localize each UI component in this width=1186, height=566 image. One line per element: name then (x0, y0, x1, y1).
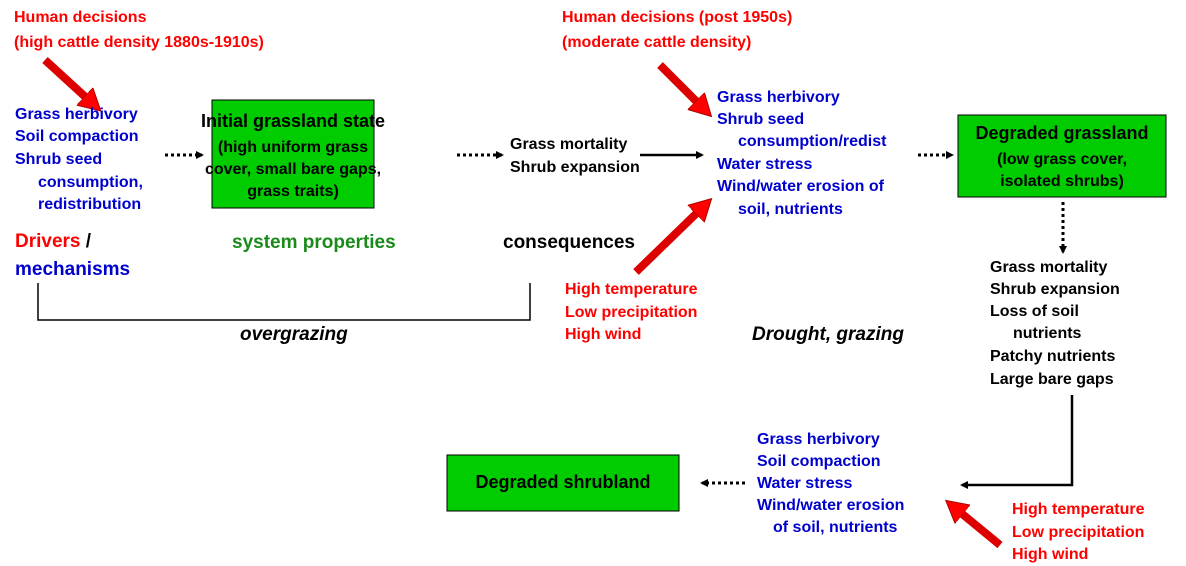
arrows (37, 57, 1074, 549)
box-title: Degraded shrubland (475, 472, 650, 492)
driver-label: (high cattle density 1880s-1910s) (14, 34, 264, 51)
mechanism: Grass herbivory (15, 106, 138, 123)
driver-label: Human decisions (post 1950s) (562, 9, 792, 26)
driver-label: (moderate cattle density) (562, 34, 751, 51)
mechanism: Soil compaction (15, 128, 139, 145)
box-title: Degraded grassland (975, 123, 1148, 143)
consequence: Grass mortality (510, 136, 627, 153)
process-label: Drought, grazing (752, 324, 904, 345)
box-title: Initial grassland state (201, 111, 385, 131)
bracket (37, 283, 531, 321)
drivers: Drivers (15, 231, 81, 252)
mechanism: Wind/water erosion of (717, 178, 885, 195)
driver-label: Human decisions (14, 9, 147, 26)
red-arrow (42, 57, 92, 103)
box-text: grass traits) (247, 183, 339, 200)
legend-label: system properties (232, 232, 396, 253)
red-arrow (657, 62, 703, 108)
consequence: Loss of soil (990, 303, 1079, 320)
red-arrow (955, 508, 1003, 549)
process-label: overgrazing (240, 324, 348, 345)
consequence: Patchy nutrients (990, 348, 1115, 365)
slash: / (81, 231, 92, 252)
box-text: (high uniform grass (218, 139, 368, 156)
red-arrow (633, 207, 703, 275)
mechanism: consumption/redist (738, 133, 887, 150)
mechanism: Grass herbivory (717, 89, 840, 106)
mechanism: Grass herbivory (757, 431, 880, 448)
consequence: Shrub expansion (990, 281, 1120, 298)
mechanism: Wind/water erosion (757, 497, 904, 514)
mechanism: soil, nutrients (738, 201, 843, 218)
box-text: cover, small bare gaps, (205, 161, 381, 178)
mechanism: consumption, (38, 174, 143, 191)
climate-driver: Low precipitation (1012, 524, 1144, 541)
consequence: nutrients (1013, 325, 1082, 342)
consequence: Grass mortality (990, 259, 1107, 276)
box-text: isolated shrubs) (1000, 173, 1124, 190)
mechanism: Shrub seed (15, 151, 102, 168)
mechanism: Water stress (757, 475, 853, 492)
climate-driver: High wind (565, 326, 641, 343)
climate-driver: High wind (1012, 546, 1088, 563)
mechanism: redistribution (38, 196, 141, 213)
legend-label: Drivers / (15, 231, 92, 252)
arrow (960, 395, 1074, 489)
climate-driver: High temperature (1012, 501, 1145, 518)
state-box (446, 454, 680, 512)
state-box (957, 114, 1167, 198)
mechanism: Soil compaction (757, 453, 881, 470)
mechanism: Shrub seed (717, 111, 804, 128)
consequence: Large bare gaps (990, 371, 1114, 388)
legend-label: consequences (503, 232, 635, 253)
climate-driver: High temperature (565, 281, 698, 298)
legend-label: mechanisms (15, 259, 130, 280)
box-text: (low grass cover, (997, 151, 1127, 168)
consequence: Shrub expansion (510, 159, 640, 176)
state-box (211, 99, 375, 209)
mechanism: of soil, nutrients (773, 519, 898, 536)
climate-driver: Low precipitation (565, 304, 697, 321)
mechanism: Water stress (717, 156, 813, 173)
